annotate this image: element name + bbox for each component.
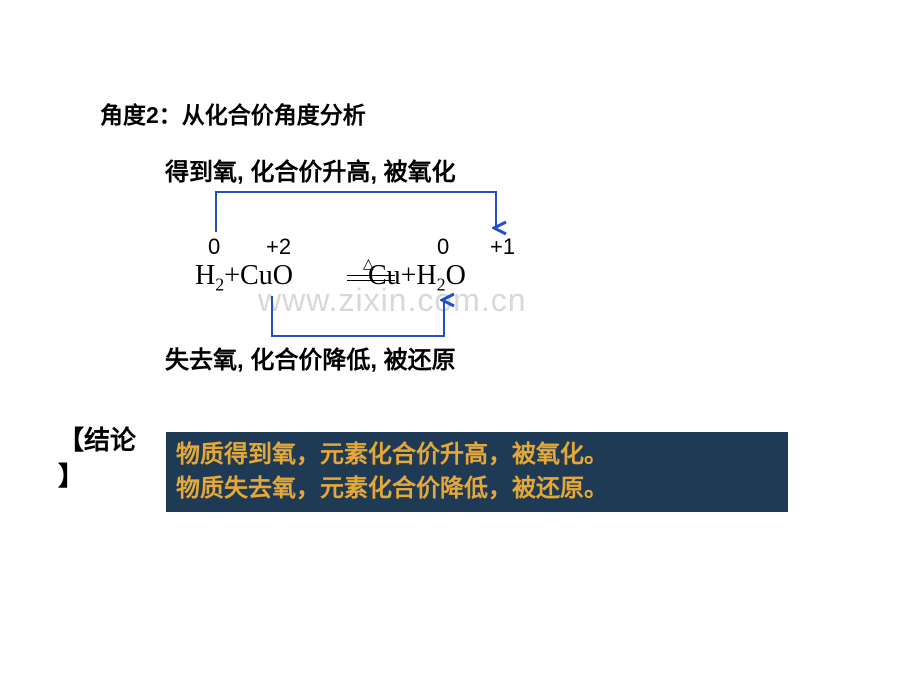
equals-line-1	[347, 275, 395, 276]
reactant-cuo: CuO	[240, 260, 293, 291]
top-bracket-arrow	[204, 190, 514, 240]
angle-title: 角度2：从化合价角度分析	[100, 96, 366, 130]
h2-oxidation-state: 0	[208, 234, 220, 260]
conclusion-line-1: 物质得到氧，元素化合价升高，被氧化。	[176, 438, 778, 472]
lose-oxygen-text: 失去氧, 化合价降低, 被还原	[165, 340, 456, 375]
slide-content: 角度2：从化合价角度分析 得到氧, 化合价升高, 被氧化 0 +2 0 +1 w…	[0, 0, 920, 690]
cuo-oxidation-state: +2	[266, 234, 291, 260]
plus-1: +	[224, 260, 240, 291]
cu-oxidation-state: 0	[437, 234, 449, 260]
equals-line-2	[347, 280, 395, 281]
conclusion-label: 【结论】	[58, 422, 136, 495]
conclusion-box: 物质得到氧，元素化合价升高，被氧化。 物质失去氧，元素化合价降低，被还原。	[166, 432, 788, 512]
h2o-oxidation-state: +1	[490, 234, 515, 260]
gain-oxygen-text: 得到氧, 化合价升高, 被氧化	[165, 152, 456, 187]
plus-2: +	[401, 260, 417, 291]
delta-symbol: △	[363, 255, 374, 272]
product-h2o: H2O	[416, 260, 465, 291]
reactant-h2: H2	[195, 260, 224, 291]
chemical-equation: H2+CuO Cu+H2O	[195, 260, 466, 296]
conclusion-line-2: 物质失去氧，元素化合价降低，被还原。	[176, 472, 778, 506]
